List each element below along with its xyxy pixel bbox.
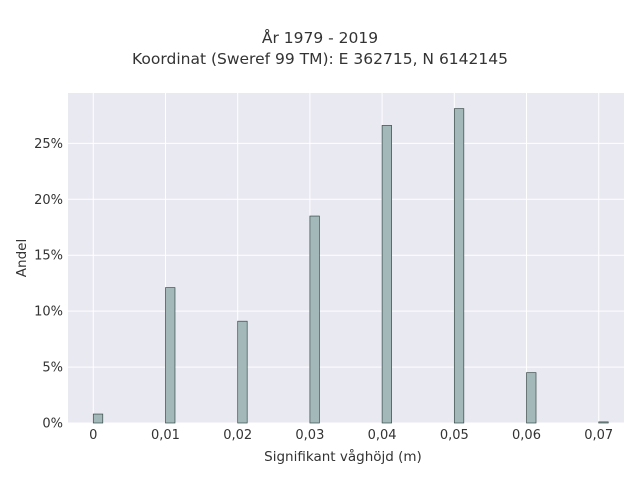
histogram-bar	[165, 287, 176, 424]
histogram-bar	[453, 108, 465, 424]
x-tick-label: 0,05	[440, 428, 469, 443]
x-tick-label: 0,02	[223, 428, 252, 443]
x-tick-label: 0,01	[151, 428, 180, 443]
chart-title: År 1979 - 2019	[261, 29, 379, 47]
y-tick-label: 5%	[42, 361, 63, 376]
y-tick-label: 15%	[34, 249, 63, 264]
chart-subtitle: Koordinat (Sweref 99 TM): E 362715, N 61…	[132, 50, 508, 68]
y-tick-label: 0%	[42, 417, 63, 432]
histogram-bar	[92, 413, 104, 424]
histogram-bar	[237, 320, 248, 424]
plot-area	[68, 93, 624, 423]
histogram-bar	[309, 215, 320, 424]
y-axis-label: Andel	[14, 239, 30, 277]
x-tick-label: 0,06	[512, 428, 541, 443]
x-axis-ticks: 0 0,01 0,02 0,03 0,04 0,05 0,06 0,07	[89, 428, 613, 443]
histogram-bar	[381, 125, 392, 424]
histogram-bar	[598, 421, 609, 424]
histogram-bar	[526, 372, 537, 424]
y-tick-label: 20%	[34, 193, 63, 208]
x-axis-label: Signifikant våghöjd (m)	[264, 448, 422, 465]
x-tick-label: 0,03	[295, 428, 324, 443]
x-tick-label: 0,04	[368, 428, 397, 443]
bars	[92, 108, 609, 424]
x-tick-label: 0	[89, 428, 97, 443]
y-tick-label: 10%	[34, 305, 63, 320]
x-tick-label: 0,07	[584, 428, 613, 443]
y-tick-label: 25%	[34, 137, 63, 152]
y-axis-ticks: 0% 5% 10% 15% 20% 25%	[34, 137, 63, 432]
